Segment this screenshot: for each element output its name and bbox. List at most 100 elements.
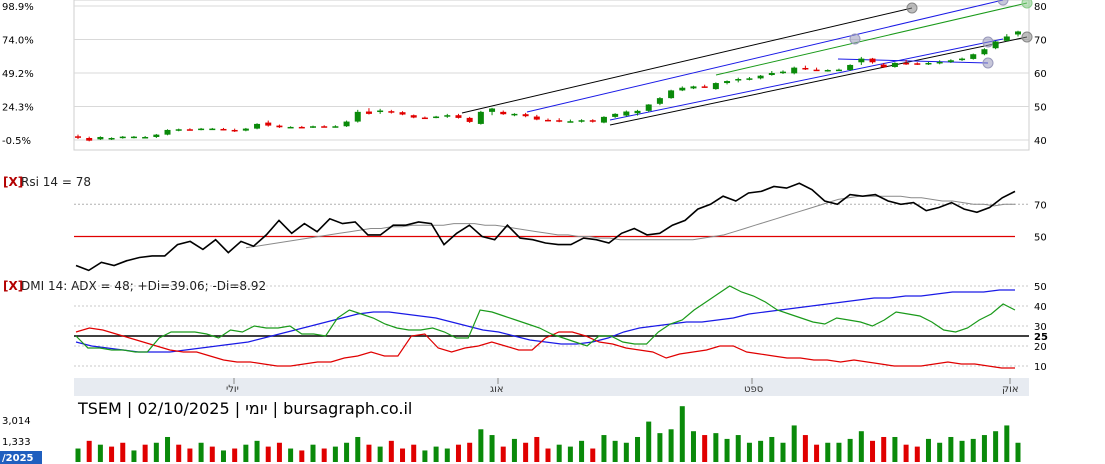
candle-body xyxy=(589,120,596,122)
candle-body xyxy=(522,114,529,117)
rsi-line xyxy=(75,182,1016,272)
trendline-anchor[interactable] xyxy=(906,2,918,14)
volume-bar xyxy=(511,438,517,462)
candle-body xyxy=(1003,36,1010,41)
volume-bar xyxy=(881,436,887,462)
volume-bar xyxy=(825,442,831,462)
candle-body xyxy=(914,63,921,65)
volume-bar xyxy=(500,446,506,462)
candle-body xyxy=(533,116,540,120)
candle-body xyxy=(992,41,999,49)
candle-body xyxy=(310,126,316,128)
volume-bar xyxy=(937,442,943,462)
volume-bar xyxy=(713,433,719,462)
month-label: ספט xyxy=(744,384,763,395)
rsi-tick: 50 xyxy=(1034,233,1047,244)
candle-body xyxy=(142,136,149,139)
candle-body xyxy=(354,111,361,122)
dmi-tick: 20 xyxy=(1034,342,1047,353)
trendline-anchor[interactable] xyxy=(997,0,1009,6)
candle-body xyxy=(925,62,932,65)
volume-bar xyxy=(86,440,92,462)
candle-body xyxy=(959,58,966,61)
candle-body xyxy=(746,78,753,80)
trendline-anchor[interactable] xyxy=(1021,0,1033,9)
candle-body xyxy=(869,58,876,63)
month-label: יולי xyxy=(226,384,239,395)
candle-body xyxy=(612,113,619,117)
adx-line xyxy=(75,289,1015,353)
trendline-anchor[interactable] xyxy=(849,33,861,45)
month-label: אוק xyxy=(1002,384,1019,395)
candle-body xyxy=(388,111,395,113)
candle-body xyxy=(824,69,831,72)
price-tick-right: 70 xyxy=(1034,36,1047,47)
candle-body xyxy=(757,75,764,79)
trendline-anchor[interactable] xyxy=(1021,31,1033,43)
price-panel xyxy=(73,0,1030,151)
volume-bar xyxy=(120,442,126,462)
candle-body xyxy=(175,129,182,131)
volume-bar xyxy=(836,442,842,462)
price-tick-right: 80 xyxy=(1034,2,1047,13)
volume-bar xyxy=(489,435,495,462)
volume-bar xyxy=(243,444,249,462)
month-axis-bar xyxy=(74,378,1029,396)
candle-body xyxy=(186,129,193,131)
candle-body xyxy=(399,112,406,115)
volume-bar xyxy=(209,446,215,462)
volume-bar xyxy=(635,436,641,462)
candle-body xyxy=(265,122,272,126)
volume-bar xyxy=(993,431,999,462)
price-tick-left: -0.5% xyxy=(2,136,31,147)
trendline-anchor[interactable] xyxy=(982,57,994,69)
candle-body xyxy=(903,62,910,65)
candle-body xyxy=(668,90,675,99)
volume-bar xyxy=(892,436,898,462)
volume-bar xyxy=(467,442,473,462)
volume-bar xyxy=(702,435,708,462)
volume-bar xyxy=(355,436,361,462)
candle-body xyxy=(936,61,943,64)
candle-body xyxy=(321,126,328,128)
volume-bar xyxy=(970,438,976,462)
volume-bar xyxy=(444,448,450,462)
volume-bar xyxy=(556,444,562,462)
volume-bar xyxy=(623,442,629,462)
volume-bar xyxy=(735,435,741,462)
candle-body xyxy=(231,129,238,132)
volume-bar xyxy=(791,425,797,462)
volume-bar xyxy=(165,436,171,462)
volume-bar xyxy=(232,448,238,462)
candle-body xyxy=(981,49,988,55)
price-tick-right: 50 xyxy=(1034,103,1047,114)
candle-body xyxy=(444,115,451,117)
dmi-close-marker[interactable]: [X] xyxy=(3,279,23,293)
candle-body xyxy=(466,117,473,122)
candle-body xyxy=(365,111,372,114)
candle-body xyxy=(623,111,630,116)
dmi-tick: 30 xyxy=(1034,322,1047,333)
volume-bar xyxy=(858,431,864,462)
candle-body xyxy=(858,58,865,63)
volume-bar xyxy=(377,446,383,462)
candle-body xyxy=(377,110,384,113)
candle-body xyxy=(75,136,81,138)
trendline-anchor[interactable] xyxy=(982,36,994,48)
rsi-close-marker[interactable]: [X] xyxy=(3,175,23,189)
price-tick-left: 98.9% xyxy=(2,2,34,13)
candle-body xyxy=(768,73,775,76)
candle-body xyxy=(410,115,417,118)
volume-bar xyxy=(153,442,159,462)
volume-bar xyxy=(746,442,752,462)
candle-body xyxy=(791,67,798,74)
volume-bar xyxy=(97,444,103,462)
candle-body xyxy=(421,117,428,120)
volume-bar xyxy=(948,436,954,462)
price-tick-left: 74.0% xyxy=(2,36,34,47)
volume-bar xyxy=(299,450,305,462)
volume-bar xyxy=(679,406,685,462)
volume-bar xyxy=(321,448,327,462)
volume-bar xyxy=(523,442,529,462)
volume-bar xyxy=(75,448,81,462)
